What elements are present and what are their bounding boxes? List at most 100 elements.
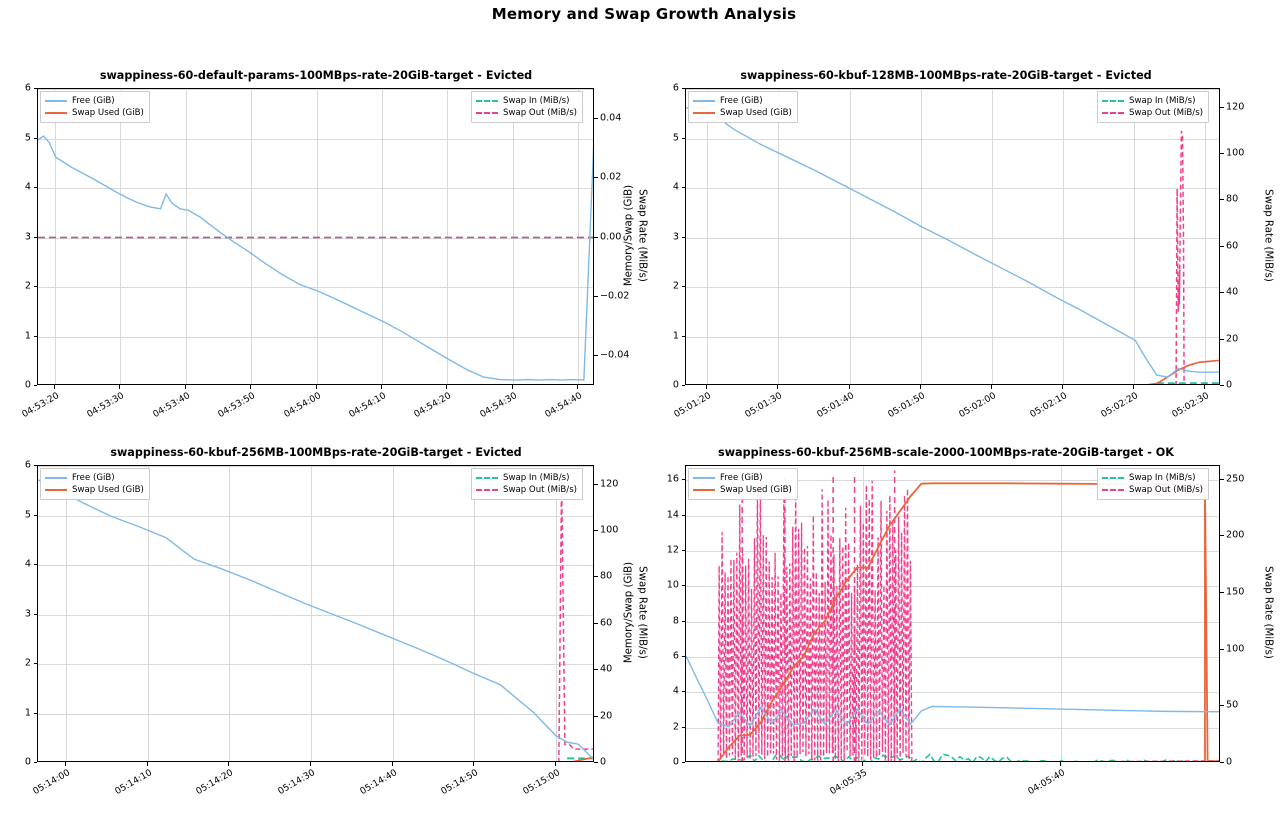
legend-item-free[interactable]: Free (GiB) bbox=[693, 95, 792, 107]
legend-label: Free (GiB) bbox=[72, 473, 115, 483]
ytick-label-left: 2 bbox=[24, 657, 31, 669]
ytick-mark-right bbox=[1220, 592, 1224, 593]
ytick-mark-left bbox=[681, 237, 685, 238]
ytick-mark-left bbox=[33, 515, 37, 516]
ytick-mark-left bbox=[681, 336, 685, 337]
legend-item-free[interactable]: Free (GiB) bbox=[45, 95, 144, 107]
legend-item-free[interactable]: Free (GiB) bbox=[45, 472, 144, 484]
ytick-label-left: 0 bbox=[24, 379, 31, 391]
gridline-vertical bbox=[921, 89, 922, 384]
ytick-mark-right bbox=[1220, 649, 1224, 650]
y-axis-title-left: Memory/Swap (GiB) bbox=[623, 561, 635, 663]
ytick-label-left: 2 bbox=[672, 721, 679, 733]
gridline-vertical bbox=[778, 89, 779, 384]
xtick-mark bbox=[185, 385, 186, 389]
xtick-mark bbox=[54, 385, 55, 389]
legend-item-swap-out[interactable]: Swap Out (MiB/s) bbox=[1102, 484, 1203, 496]
ytick-label-left: 0 bbox=[24, 756, 31, 768]
xtick-mark bbox=[473, 762, 474, 766]
xtick-mark bbox=[862, 762, 863, 766]
ytick-mark-right bbox=[594, 484, 598, 485]
ytick-label-right: 0.04 bbox=[600, 112, 622, 124]
gridline-horizontal bbox=[38, 139, 593, 140]
gridline-horizontal bbox=[38, 714, 593, 715]
plot-area bbox=[685, 88, 1220, 385]
gridline-vertical bbox=[393, 466, 394, 761]
legend-item-swap-used[interactable]: Swap Used (GiB) bbox=[693, 107, 792, 119]
ytick-label-right: 80 bbox=[1226, 193, 1239, 205]
ytick-label-left: 5 bbox=[672, 132, 679, 143]
legend-swatch-icon bbox=[693, 112, 715, 114]
legend-left[interactable]: Free (GiB) Swap Used (GiB) bbox=[40, 468, 150, 500]
ytick-mark-right bbox=[594, 296, 598, 297]
legend-item-swap-out[interactable]: Swap Out (MiB/s) bbox=[476, 484, 577, 496]
ytick-mark-right bbox=[1220, 292, 1224, 293]
legend-item-free[interactable]: Free (GiB) bbox=[693, 472, 792, 484]
ytick-label-left: 4 bbox=[672, 685, 679, 697]
series-swap-out-spikes bbox=[1175, 130, 1185, 384]
ytick-mark-left bbox=[33, 564, 37, 565]
ytick-mark-right bbox=[1220, 339, 1224, 340]
ytick-mark-right bbox=[594, 716, 598, 717]
gridline-vertical bbox=[513, 89, 514, 384]
legend-item-swap-used[interactable]: Swap Used (GiB) bbox=[45, 484, 144, 496]
legend-label: Swap Used (GiB) bbox=[72, 485, 144, 495]
legend-item-swap-in[interactable]: Swap In (MiB/s) bbox=[476, 95, 577, 107]
xtick-mark bbox=[706, 385, 707, 389]
legend-item-swap-in[interactable]: Swap In (MiB/s) bbox=[1102, 472, 1203, 484]
gridline-horizontal bbox=[686, 238, 1219, 239]
ytick-mark-left bbox=[33, 336, 37, 337]
legend-swatch-icon bbox=[476, 477, 498, 479]
legend-item-swap-out[interactable]: Swap Out (MiB/s) bbox=[476, 107, 577, 119]
ytick-label-right: 100 bbox=[1226, 643, 1245, 655]
legend-item-swap-in[interactable]: Swap In (MiB/s) bbox=[476, 472, 577, 484]
legend-swatch-icon bbox=[1102, 100, 1124, 102]
ytick-mark-left bbox=[33, 762, 37, 763]
gridline-vertical bbox=[148, 466, 149, 761]
ytick-label-right: 200 bbox=[1226, 529, 1245, 541]
ytick-mark-right bbox=[1220, 762, 1224, 763]
gridline-horizontal bbox=[686, 89, 1219, 90]
legend-swatch-icon bbox=[693, 489, 715, 491]
legend-swatch-icon bbox=[45, 489, 67, 491]
ytick-mark-right bbox=[594, 177, 598, 178]
legend-item-swap-used[interactable]: Swap Used (GiB) bbox=[45, 107, 144, 119]
ytick-mark-right bbox=[1220, 385, 1224, 386]
ytick-label-left: 6 bbox=[24, 459, 31, 471]
series-swap-used bbox=[711, 482, 1219, 761]
legend-swatch-icon bbox=[1102, 112, 1124, 114]
ytick-label-right: 80 bbox=[600, 570, 613, 582]
gridline-horizontal bbox=[38, 188, 593, 189]
subplot-title: swappiness-60-kbuf-256MB-scale-2000-100M… bbox=[718, 446, 1174, 459]
gridline-horizontal bbox=[38, 516, 593, 517]
legend-label: Swap In (MiB/s) bbox=[1129, 96, 1196, 106]
legend-right[interactable]: Swap In (MiB/s) Swap Out (MiB/s) bbox=[1097, 91, 1210, 123]
legend-left[interactable]: Free (GiB) Swap Used (GiB) bbox=[40, 91, 150, 123]
ytick-mark-right bbox=[1220, 479, 1224, 480]
legend-left[interactable]: Free (GiB) Swap Used (GiB) bbox=[688, 91, 798, 123]
legend-right[interactable]: Swap In (MiB/s) Swap Out (MiB/s) bbox=[1097, 468, 1210, 500]
gridline-vertical bbox=[474, 466, 475, 761]
legend-label: Free (GiB) bbox=[72, 96, 115, 106]
xtick-mark bbox=[65, 762, 66, 766]
legend-right[interactable]: Swap In (MiB/s) Swap Out (MiB/s) bbox=[471, 91, 584, 123]
xtick-label: 04:05:40 bbox=[1026, 768, 1067, 798]
legend-left[interactable]: Free (GiB) Swap Used (GiB) bbox=[688, 468, 798, 500]
gridline-horizontal bbox=[38, 615, 593, 616]
gridline-horizontal bbox=[686, 480, 1219, 481]
legend-right[interactable]: Swap In (MiB/s) Swap Out (MiB/s) bbox=[471, 468, 584, 500]
legend-swatch-icon bbox=[1102, 477, 1124, 479]
legend-item-swap-in[interactable]: Swap In (MiB/s) bbox=[1102, 95, 1203, 107]
legend-item-swap-out[interactable]: Swap Out (MiB/s) bbox=[1102, 107, 1203, 119]
ytick-label-right: 50 bbox=[1226, 699, 1239, 711]
ytick-mark-left bbox=[681, 187, 685, 188]
ytick-mark-left bbox=[681, 656, 685, 657]
legend-label: Swap Out (MiB/s) bbox=[503, 485, 578, 495]
legend-item-swap-used[interactable]: Swap Used (GiB) bbox=[693, 484, 792, 496]
gridline-vertical bbox=[707, 89, 708, 384]
ytick-mark-right bbox=[594, 355, 598, 356]
ytick-mark-right bbox=[594, 237, 598, 238]
xtick-mark bbox=[316, 385, 317, 389]
ytick-label-right: 60 bbox=[600, 617, 613, 629]
